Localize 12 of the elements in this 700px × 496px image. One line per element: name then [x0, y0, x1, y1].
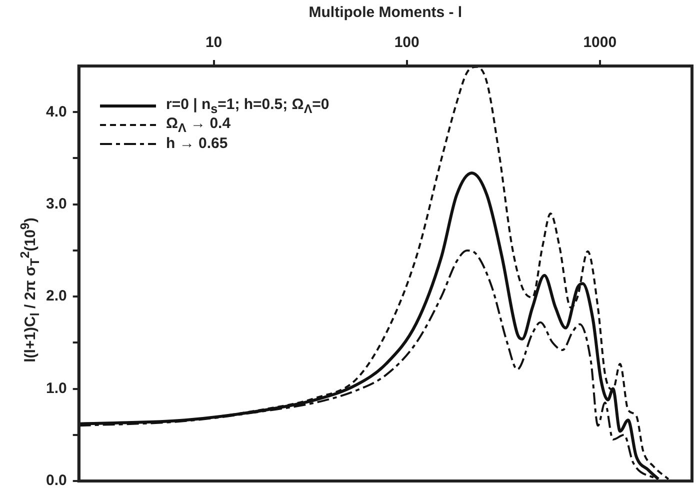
x-tick-label: 1000	[583, 34, 617, 52]
x-tick-label: 10	[205, 34, 222, 52]
y-tick-label: 0.0	[46, 472, 67, 490]
legend-label: h → 0.65	[166, 135, 228, 152]
legend-label: r=0 | n$_{s}$=1; h=0.5; Ω$_{Λ}$=0	[166, 96, 330, 116]
y-tick-label: 1.0	[46, 380, 67, 397]
x-tick-label: 100	[394, 34, 420, 52]
x-axis-title: Multipole Moments - l	[308, 4, 462, 22]
y-tick-label: 4.0	[46, 103, 67, 120]
legend-label: Ω$_{Λ}$ → 0.4	[166, 114, 231, 134]
y-tick-label: 3.0	[46, 195, 67, 212]
y-tick-label: 2.0	[46, 288, 67, 305]
